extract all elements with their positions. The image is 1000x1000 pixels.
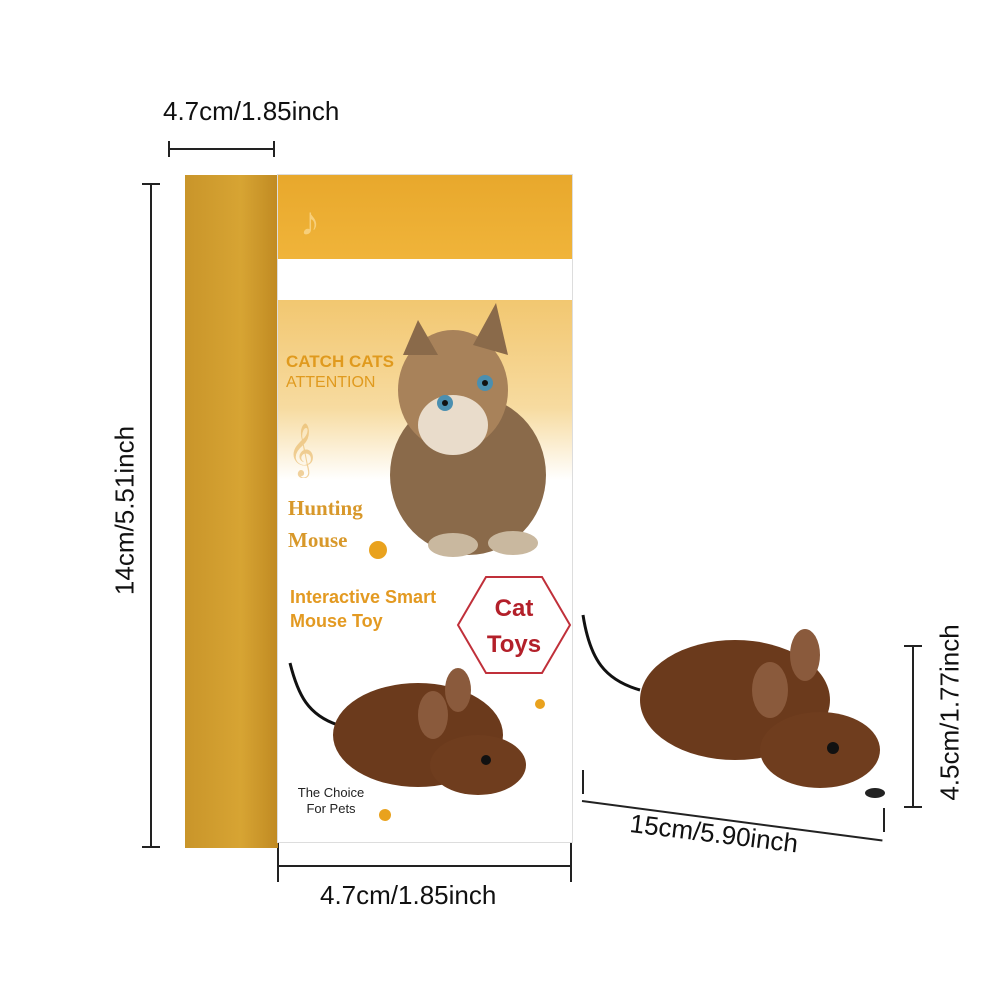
choice-line-2: For Pets (306, 801, 356, 816)
dimension-tick (904, 806, 922, 808)
box-artwork: ♪ 𝄞 (288, 200, 572, 821)
badge-toys: Toys (486, 631, 542, 658)
dimension-tick (142, 183, 160, 185)
music-note-icon: ♪ (300, 200, 320, 244)
decor-dot (369, 541, 387, 559)
decor-dot (535, 699, 545, 709)
choice-line-1: The Choice (297, 785, 365, 800)
dimension-tick (168, 141, 170, 157)
mouse-height-label: 4.5cm/1.77inch (934, 624, 965, 801)
dimension-tick (582, 770, 584, 794)
box-width-label: 4.7cm/1.85inch (320, 880, 497, 910)
dimension-line (277, 865, 572, 867)
subtitle-line-1: Interactive Smart (290, 587, 437, 607)
badge-hexagon (456, 576, 572, 674)
mouse-toy-image-large (581, 614, 885, 798)
headline-catch-cats: CATCH CATS (286, 352, 394, 371)
dimension-line (912, 645, 914, 808)
dimension-tick (883, 808, 885, 832)
box-height-label: 14cm/5.51inch (109, 425, 140, 596)
dimension-tick (142, 846, 160, 848)
dimension-tick (904, 645, 922, 647)
badge-cat: Cat (494, 595, 534, 622)
mouse-toy-image (288, 662, 526, 795)
dimension-line (150, 183, 152, 848)
product-name-hunting: Hunting (288, 496, 363, 520)
dimension-tick (570, 840, 572, 882)
treble-clef-icon: 𝄞 (288, 423, 315, 478)
dimension-line (168, 148, 275, 150)
decor-dot (379, 809, 391, 821)
box-front-panel: ♪ 𝄞 CATCH CATS ATTE (278, 175, 572, 842)
headline-attention: ATTENTION (286, 374, 376, 391)
box-side-panel (185, 175, 278, 848)
product-name-mouse: Mouse (288, 528, 348, 552)
subtitle-line-2: Mouse Toy (290, 611, 383, 631)
dimension-tick (277, 840, 279, 882)
box-top-band (278, 175, 572, 259)
box-depth-label: 4.7cm/1.85inch (163, 96, 340, 126)
kitten-image (390, 303, 546, 557)
dimension-tick (273, 141, 275, 157)
